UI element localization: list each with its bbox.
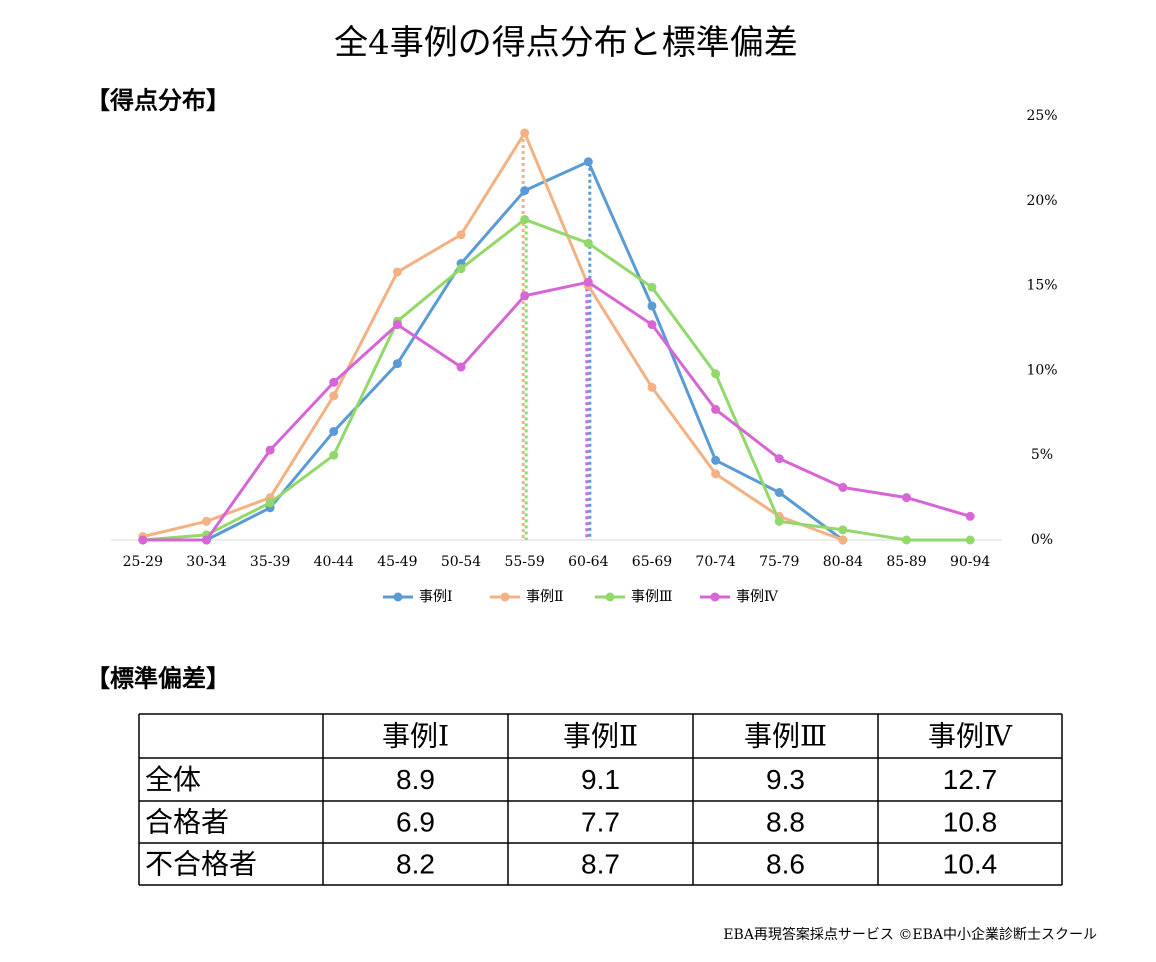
y-tick-label: 20% xyxy=(1026,193,1057,209)
data-point xyxy=(838,482,848,492)
legend-marker xyxy=(500,592,510,602)
data-point xyxy=(711,455,721,465)
table-header: 事例Ⅳ xyxy=(928,720,1013,753)
page-title: 全4事例の得点分布と標準偏差 xyxy=(334,23,798,63)
data-point xyxy=(647,282,657,292)
x-tick-label: 70-74 xyxy=(695,554,735,570)
x-tick-label: 45-49 xyxy=(377,554,417,570)
data-point xyxy=(902,493,912,503)
section-title: 【標準偏差】 xyxy=(86,664,230,693)
data-point xyxy=(456,230,466,240)
y-tick-label: 0% xyxy=(1031,532,1053,548)
table-cell: 6.9 xyxy=(396,806,435,837)
table-header: 事例Ⅰ xyxy=(382,720,449,753)
data-point xyxy=(647,382,657,392)
data-point xyxy=(711,469,721,479)
footer: EBA再現答案採点サービス ©EBA中小企業診断士スクール xyxy=(723,926,1097,943)
row-label: 全体 xyxy=(145,763,201,796)
x-tick-label: 35-39 xyxy=(250,554,290,570)
table-cell: 9.1 xyxy=(581,764,620,795)
legend-label: 事例Ⅳ xyxy=(736,589,779,605)
x-tick-label: 90-94 xyxy=(950,554,990,570)
row-label: 合格者 xyxy=(145,806,229,839)
data-point xyxy=(265,498,275,508)
data-point xyxy=(329,391,339,401)
series-line xyxy=(142,160,844,542)
data-point xyxy=(965,535,975,545)
data-point xyxy=(201,516,211,526)
data-point xyxy=(392,359,402,369)
data-point xyxy=(711,369,721,379)
table-cell: 12.7 xyxy=(943,764,998,795)
data-point xyxy=(329,377,339,387)
x-tick-label: 65-69 xyxy=(632,554,672,570)
y-tick-label: 25% xyxy=(1026,108,1057,124)
data-point xyxy=(201,535,211,545)
data-point xyxy=(520,186,530,196)
table-cell: 8.8 xyxy=(766,806,805,837)
table-cell: 8.7 xyxy=(581,848,620,879)
y-tick-label: 10% xyxy=(1026,362,1057,378)
data-point xyxy=(392,320,402,330)
x-tick-label: 55-59 xyxy=(504,554,544,570)
legend-marker xyxy=(393,592,403,602)
data-point xyxy=(838,525,848,535)
data-point xyxy=(965,511,975,521)
data-point xyxy=(329,426,339,436)
data-point xyxy=(329,450,339,460)
data-point xyxy=(456,362,466,372)
legend-label: 事例Ⅰ xyxy=(419,589,453,605)
x-tick-label: 80-84 xyxy=(823,554,863,570)
data-point xyxy=(456,264,466,274)
table-header: 事例Ⅲ xyxy=(744,720,827,753)
data-point xyxy=(583,277,593,287)
data-point xyxy=(774,454,784,464)
legend-marker xyxy=(605,592,615,602)
data-point xyxy=(520,214,530,224)
table-cell: 8.9 xyxy=(396,764,435,795)
table-cell: 8.6 xyxy=(766,848,805,879)
series-line xyxy=(142,217,971,542)
x-tick-label: 50-54 xyxy=(441,554,481,570)
x-tick-label: 60-64 xyxy=(568,554,608,570)
data-point xyxy=(647,301,657,311)
data-point xyxy=(711,404,721,414)
data-point xyxy=(583,238,593,248)
x-tick-label: 40-44 xyxy=(314,554,354,570)
data-point xyxy=(838,535,848,545)
data-point xyxy=(392,267,402,277)
y-tick-label: 5% xyxy=(1031,447,1053,463)
x-tick-label: 25-29 xyxy=(123,554,163,570)
data-point xyxy=(265,445,275,455)
table-header: 事例Ⅱ xyxy=(563,720,638,753)
series-line xyxy=(142,280,971,542)
data-point xyxy=(647,320,657,330)
data-point xyxy=(520,291,530,301)
data-point xyxy=(583,157,593,167)
data-point xyxy=(138,535,148,545)
table-cell: 10.8 xyxy=(943,806,998,837)
data-point xyxy=(902,535,912,545)
x-tick-label: 30-34 xyxy=(186,554,226,570)
table-cell: 7.7 xyxy=(581,806,620,837)
data-point xyxy=(774,516,784,526)
table-cell: 8.2 xyxy=(396,848,435,879)
section-title: 【得点分布】 xyxy=(86,86,230,115)
series-line xyxy=(142,131,844,542)
row-label: 不合格者 xyxy=(145,848,257,881)
table-cell: 9.3 xyxy=(766,764,805,795)
x-tick-label: 75-79 xyxy=(759,554,799,570)
data-point xyxy=(520,128,530,138)
legend-label: 事例Ⅲ xyxy=(631,589,673,605)
legend-label: 事例Ⅱ xyxy=(526,589,564,605)
y-tick-label: 15% xyxy=(1026,278,1057,294)
data-point xyxy=(774,488,784,498)
legend-marker xyxy=(710,592,720,602)
table-cell: 10.4 xyxy=(943,848,998,879)
x-tick-label: 85-89 xyxy=(886,554,926,570)
